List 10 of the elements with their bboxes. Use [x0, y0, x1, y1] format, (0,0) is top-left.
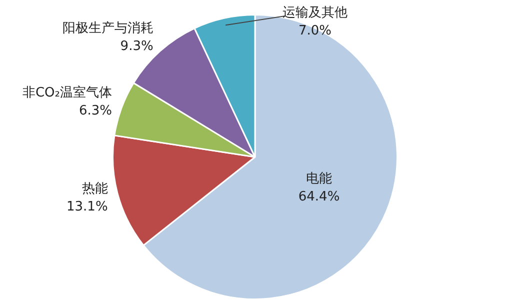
- slice-label: 运输及其他: [282, 5, 348, 20]
- data-label: 7.0%: [298, 23, 332, 38]
- slice-label: 非CO₂温室气体: [22, 84, 112, 100]
- data-label: 13.1%: [66, 199, 108, 214]
- data-label: 9.3%: [120, 39, 154, 54]
- slice-label: 热能: [82, 181, 108, 196]
- slice-label: 阳极生产与消耗: [62, 21, 154, 36]
- data-label: 64.4%: [298, 189, 340, 204]
- slice-label: 电能: [306, 171, 332, 186]
- data-label: 6.3%: [78, 103, 112, 118]
